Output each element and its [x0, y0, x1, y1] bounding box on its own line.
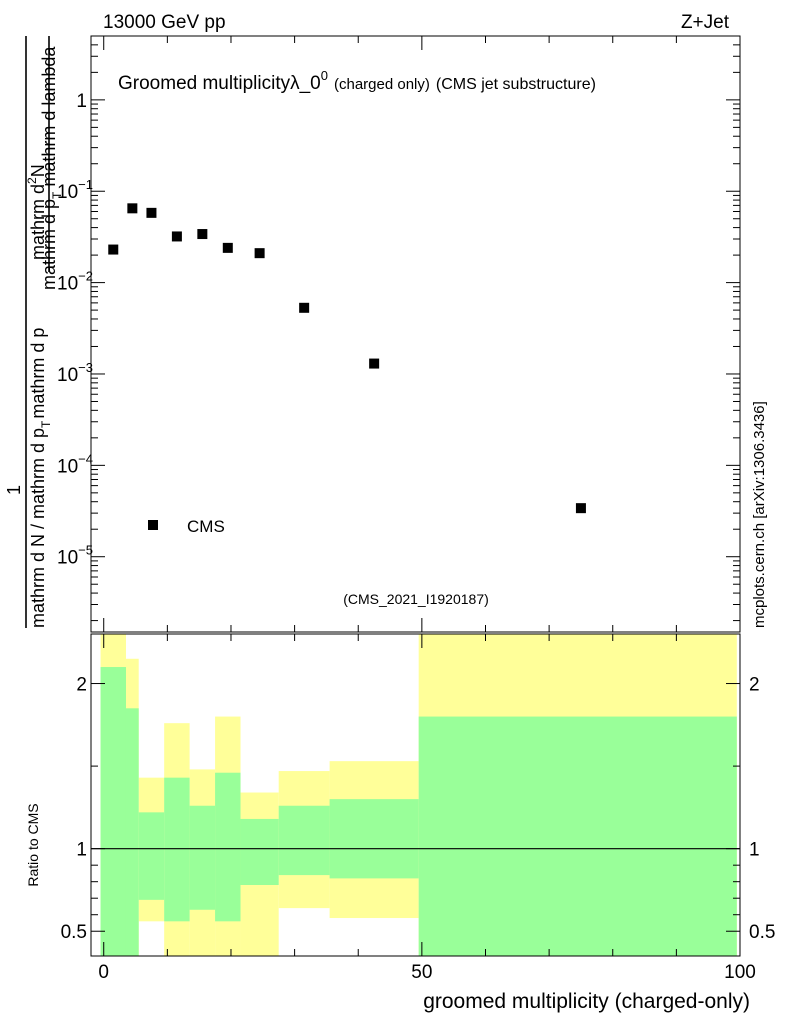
y-tick-label: 10−5 — [57, 543, 93, 569]
legend: CMS — [148, 517, 225, 536]
legend-label-cms: CMS — [187, 517, 225, 536]
ratio-panel-frame — [90, 633, 741, 957]
y-label-prefactor-den-sub: T — [39, 420, 53, 428]
main-panel-frame — [90, 35, 741, 633]
ratio-y-tick-label-right: 2 — [749, 675, 760, 696]
y-tick-label: 1 — [76, 91, 87, 112]
y-label-prefactor-den: mathrm d N / mathrm d pTmathrm d p — [28, 328, 53, 628]
data-point-cms — [127, 203, 138, 214]
plot-title-small: (charged only) — [334, 76, 430, 93]
legend-marker-cms — [148, 520, 158, 530]
data-point-cms — [197, 229, 208, 240]
y-label-den-sub: T — [50, 191, 64, 199]
y-label-prefactor-one: 1 — [4, 485, 24, 495]
y-tick-label: 10−3 — [57, 360, 93, 386]
data-point-cms — [222, 242, 233, 253]
plot-title-tail: (CMS jet substructure) — [436, 76, 596, 93]
y-label-fraction-den: mathrm d pT mathrm d lambda — [39, 46, 64, 290]
ratio-band-green — [418, 716, 737, 956]
ratio-band-green — [125, 708, 139, 956]
main-y-ticks: 1 10−1 10−2 10−3 10−4 10−5 — [57, 35, 740, 622]
data-point-cms — [171, 231, 182, 242]
data-point-cms — [254, 248, 265, 259]
y-tick-label: 10−2 — [57, 269, 93, 295]
ratio-band-green — [240, 818, 279, 885]
x-tick-label: 100 — [724, 962, 756, 983]
x-tick-label: 0 — [98, 962, 109, 983]
ratio-band-green — [278, 805, 330, 876]
x-tick-label: 50 — [411, 962, 432, 983]
y-label-num-sup: 2 — [25, 177, 39, 184]
main-markers — [108, 203, 586, 514]
data-point-cms — [108, 244, 119, 255]
x-axis-label: groomed multiplicity (charged-only) — [423, 990, 750, 1013]
y-label-den-tail: mathrm d lambda — [39, 46, 59, 192]
ratio-bands — [100, 634, 737, 956]
side-watermark: mcplots.cern.ch [arXiv:1306.3436] — [751, 401, 768, 628]
ratio-y-ticks: 0.5 0.5 1 1 2 2 — [61, 675, 776, 944]
plot-title: Groomed multiplicityλ_00 (charged only) (C… — [118, 68, 596, 94]
data-point-cms — [146, 207, 157, 218]
process-label: Z+Jet — [681, 12, 730, 33]
y-label-num-tail: N — [28, 164, 48, 177]
plot-title-main: Groomed multiplicityλ_0 — [118, 73, 321, 94]
x-ticks: 0 50 100 — [98, 36, 756, 983]
energy-label: 13000 GeV pp — [103, 12, 226, 33]
ratio-band-green — [138, 812, 165, 900]
y-tick-label: 10−4 — [57, 451, 93, 477]
ratio-y-tick-label-left: 0.5 — [61, 922, 87, 943]
ratio-y-tick-label-left: 1 — [76, 840, 87, 861]
y-label-prefactor-den-tail: mathrm d p — [28, 328, 48, 419]
analysis-id: (CMS_2021_I1920187) — [343, 591, 489, 607]
main-y-axis-label: mathrm d2N mathrm d pT mathrm d lambda 1… — [4, 36, 64, 628]
y-label-fraction-top: mathrm d2N — [25, 164, 48, 260]
data-point-cms — [575, 503, 586, 514]
y-label-prefactor-den-main: mathrm d N / mathrm d p — [28, 428, 48, 628]
ratio-y-axis-label: Ratio to CMS — [25, 803, 41, 886]
ratio-band-green — [189, 805, 216, 910]
ratio-y-tick-label-right: 1 — [749, 840, 760, 861]
plot-title-sup: 0 — [321, 68, 328, 83]
y-tick-label: 10−1 — [57, 177, 93, 203]
ratio-band-green — [100, 667, 126, 956]
ratio-band-green — [164, 777, 190, 922]
data-point-cms — [369, 358, 380, 369]
ratio-y-tick-label-right: 0.5 — [749, 922, 775, 943]
y-label-num: mathrm d — [28, 184, 48, 260]
ratio-band-green — [329, 799, 419, 879]
data-point-cms — [299, 302, 310, 313]
ratio-band-green — [215, 772, 241, 922]
ratio-y-tick-label-left: 2 — [76, 675, 87, 696]
y-label-den: mathrm d p — [39, 199, 59, 290]
